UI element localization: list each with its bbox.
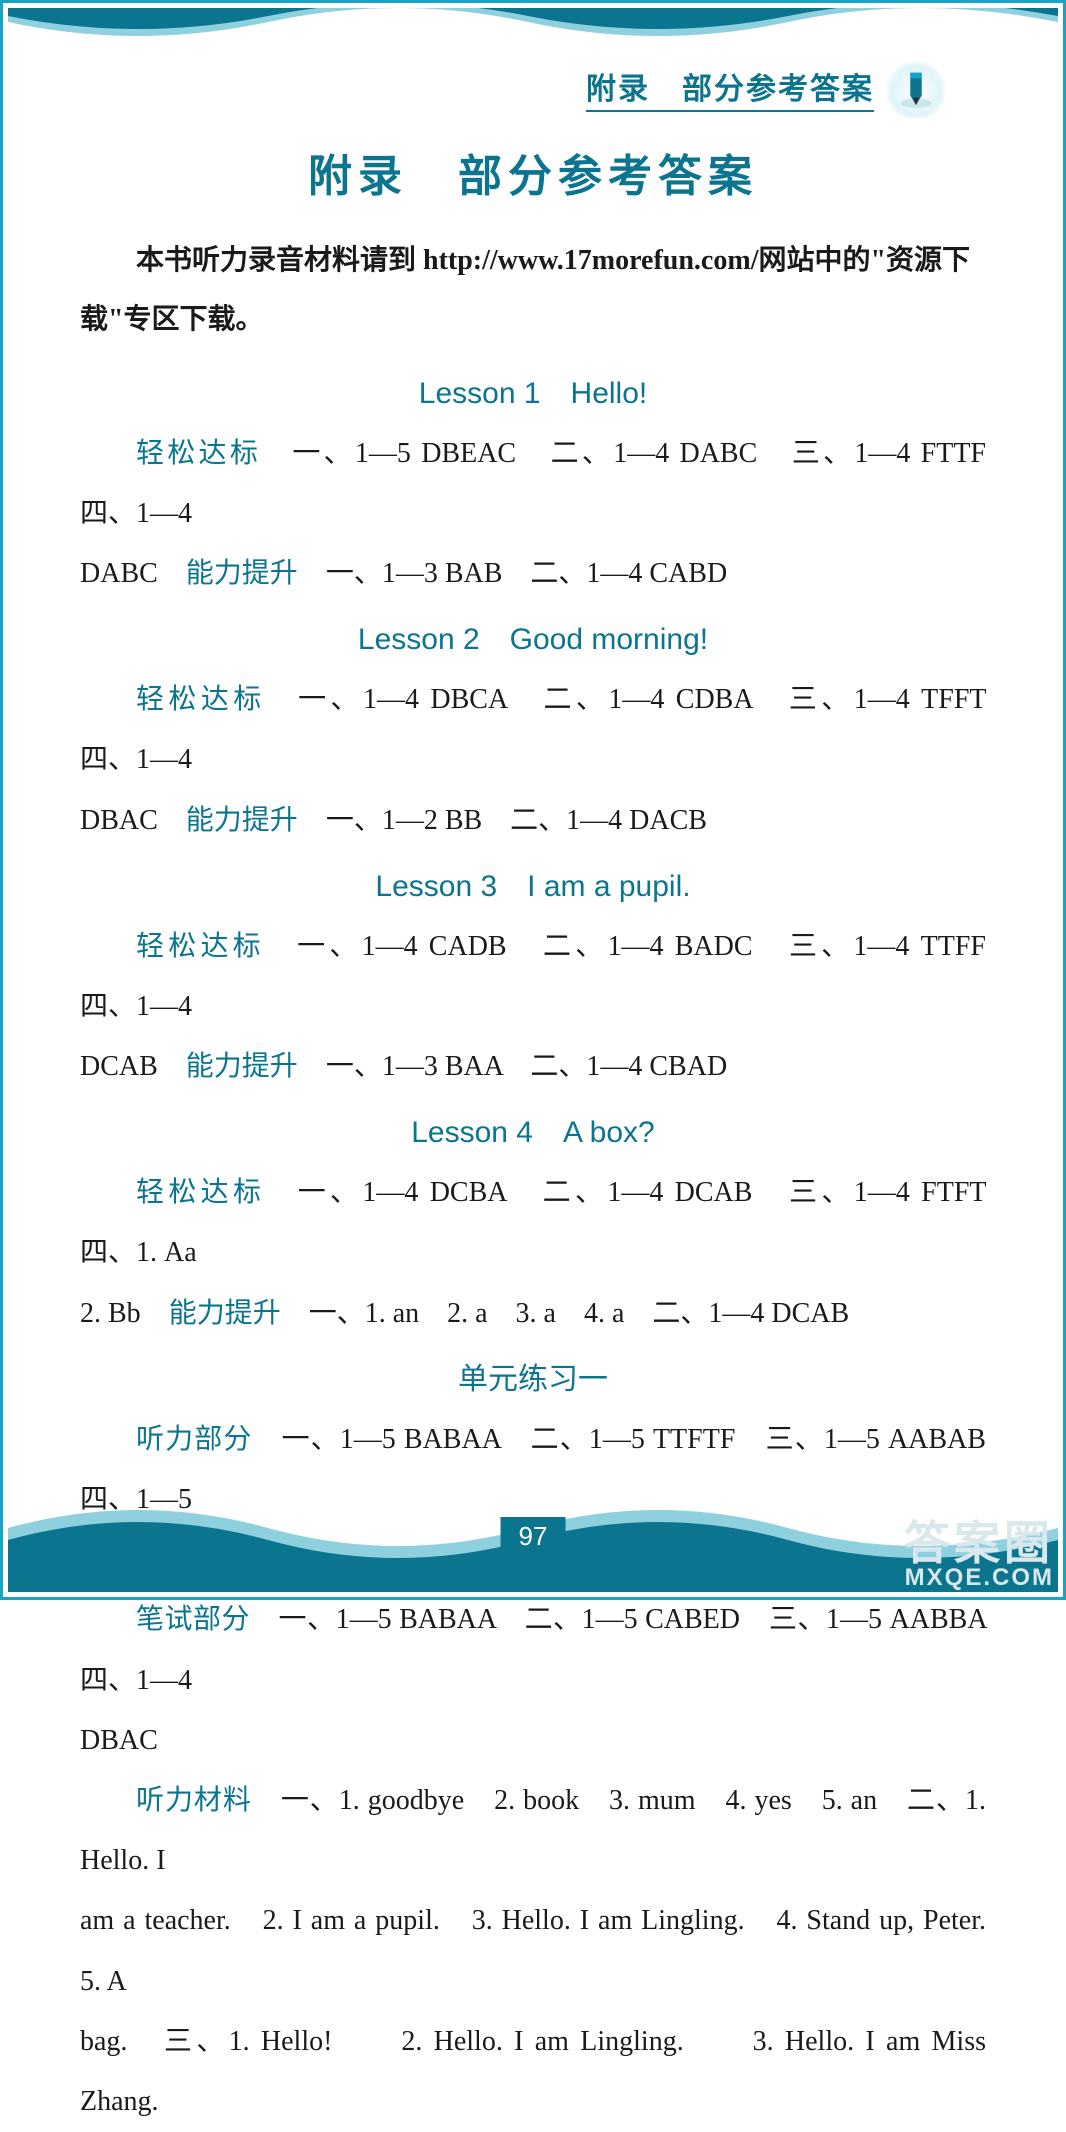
watermark-text-2: MXQE.COM	[904, 1566, 1054, 1590]
section-label: 轻松达标	[136, 931, 265, 962]
section-label: 能力提升	[186, 558, 298, 589]
answer-line: 轻松达标 一、1—4 DCBA 二、1—4 DCAB 三、1—4 FTFT 四、…	[80, 1163, 986, 1283]
top-wave-decoration	[8, 8, 1058, 56]
watermark-text-1: 答案圈	[904, 1520, 1054, 1566]
answer-line: DCAB 能力提升 一、1—3 BAA 二、1—4 CBAD	[80, 1037, 986, 1097]
answer-sections: Lesson 1 Hello! 轻松达标 一、1—5 DBEAC 二、1—4 DA…	[80, 368, 986, 2132]
watermark: 答案圈 MXQE.COM	[904, 1520, 1054, 1590]
answer-line: am a teacher. 2. I am a pupil. 3. Hello.…	[80, 1891, 986, 2011]
section-label: 听力材料	[136, 1785, 252, 1816]
answer-line: 轻松达标 一、1—4 CADB 二、1—4 BADC 三、1—4 TTFF 四、…	[80, 917, 986, 1037]
answer-line: DBAC	[80, 1711, 986, 1771]
section-label: 轻松达标	[136, 1177, 265, 1208]
header-label: 附录 部分参考答案	[586, 64, 874, 112]
section-label: 轻松达标	[136, 684, 266, 715]
page-number: 97	[501, 1517, 566, 1556]
answer-line: 2. Bb 能力提升 一、1. an 2. a 3. a 4. a 二、1—4 …	[80, 1284, 986, 1344]
lesson-heading: Lesson 2 Good morning!	[80, 614, 986, 658]
section-label: 轻松达标	[136, 438, 261, 469]
pencil-icon	[886, 58, 946, 118]
section-label: 听力部分	[136, 1424, 252, 1455]
section-label: 能力提升	[186, 805, 298, 836]
section-label: 笔试部分	[136, 1604, 250, 1635]
page-header: 附录 部分参考答案	[586, 58, 946, 118]
lesson-heading: 单元练习一	[80, 1354, 986, 1398]
answer-line: 听力材料 一、1. goodbye 2. book 3. mum 4. yes …	[80, 1771, 986, 1891]
answer-line: 轻松达标 一、1—5 DBEAC 二、1—4 DABC 三、1—4 FTTF 四…	[80, 424, 986, 544]
page-title: 附录 部分参考答案	[80, 140, 986, 204]
lesson-heading: Lesson 1 Hello!	[80, 368, 986, 412]
section-label: 能力提升	[169, 1298, 281, 1329]
answer-line: 笔试部分 一、1—5 BABAA 二、1—5 CABED 三、1—5 AABBA…	[80, 1590, 986, 1710]
answer-line: bag. 三、1. Hello! 2. Hello. I am Lingling…	[80, 2012, 986, 2132]
lesson-heading: Lesson 3 I am a pupil.	[80, 861, 986, 905]
content-area: 附录 部分参考答案 本书听力录音材料请到 http://www.17morefu…	[80, 140, 986, 1450]
download-notice: 本书听力录音材料请到 http://www.17morefun.com/网站中的…	[80, 232, 986, 350]
section-label: 能力提升	[186, 1051, 298, 1082]
answer-line: DBAC 能力提升 一、1—2 BB 二、1—4 DACB	[80, 791, 986, 851]
answer-line: DABC 能力提升 一、1—3 BAB 二、1—4 CABD	[80, 544, 986, 604]
lesson-heading: Lesson 4 A box?	[80, 1107, 986, 1151]
answer-line: 轻松达标 一、1—4 DBCA 二、1—4 CDBA 三、1—4 TFFT 四、…	[80, 670, 986, 790]
